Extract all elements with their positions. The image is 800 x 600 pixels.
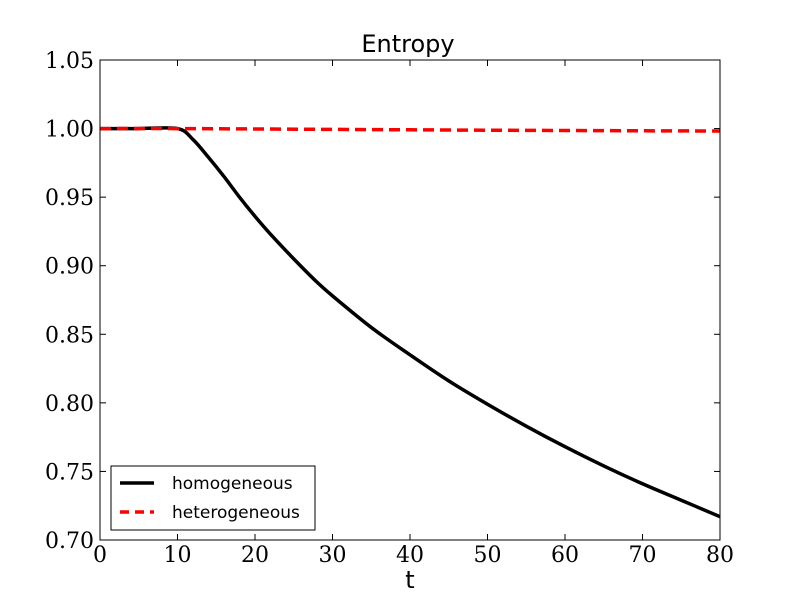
y-tick-label: 0.95	[45, 186, 94, 211]
y-tick-label: 0.90	[45, 255, 94, 280]
y-tick-label: 0.80	[45, 392, 94, 417]
y-tick-label: 1.05	[45, 49, 94, 74]
series-layer	[99, 126, 721, 519]
y-tick-label: 0.85	[45, 323, 94, 348]
x-tick-label: 80	[706, 543, 734, 568]
x-axis-label: t	[405, 566, 414, 594]
plot-area	[100, 60, 720, 540]
axis-ticks: 0 10 20 30 40 50 60 70 80 0.70 0.75 0.80 0.85 0.90 0.9…	[45, 49, 734, 568]
y-tick-label: 1.00	[45, 118, 94, 143]
x-tick-label: 0	[93, 543, 107, 568]
plot-frame	[99, 59, 721, 541]
legend: homogeneous heterogeneous	[110, 465, 316, 531]
x-tick-label: 40	[396, 543, 424, 568]
chart-title: Entropy	[361, 30, 454, 58]
series-line-homogeneous	[100, 126, 721, 519]
y-tick-label: 0.70	[45, 529, 94, 554]
y-tick-label: 0.75	[45, 460, 94, 485]
x-tick-label: 50	[474, 543, 502, 568]
legend-label-homogeneous: homogeneous	[172, 474, 293, 494]
legend-label-heterogeneous: heterogeneous	[172, 503, 300, 523]
x-tick-label: 70	[629, 543, 657, 568]
series-line-heterogeneous	[99, 126, 721, 133]
x-tick-label: 20	[241, 543, 269, 568]
x-tick-label: 10	[164, 543, 192, 568]
x-tick-label: 60	[551, 543, 579, 568]
x-tick-label: 30	[319, 543, 347, 568]
legend-box	[110, 465, 316, 531]
